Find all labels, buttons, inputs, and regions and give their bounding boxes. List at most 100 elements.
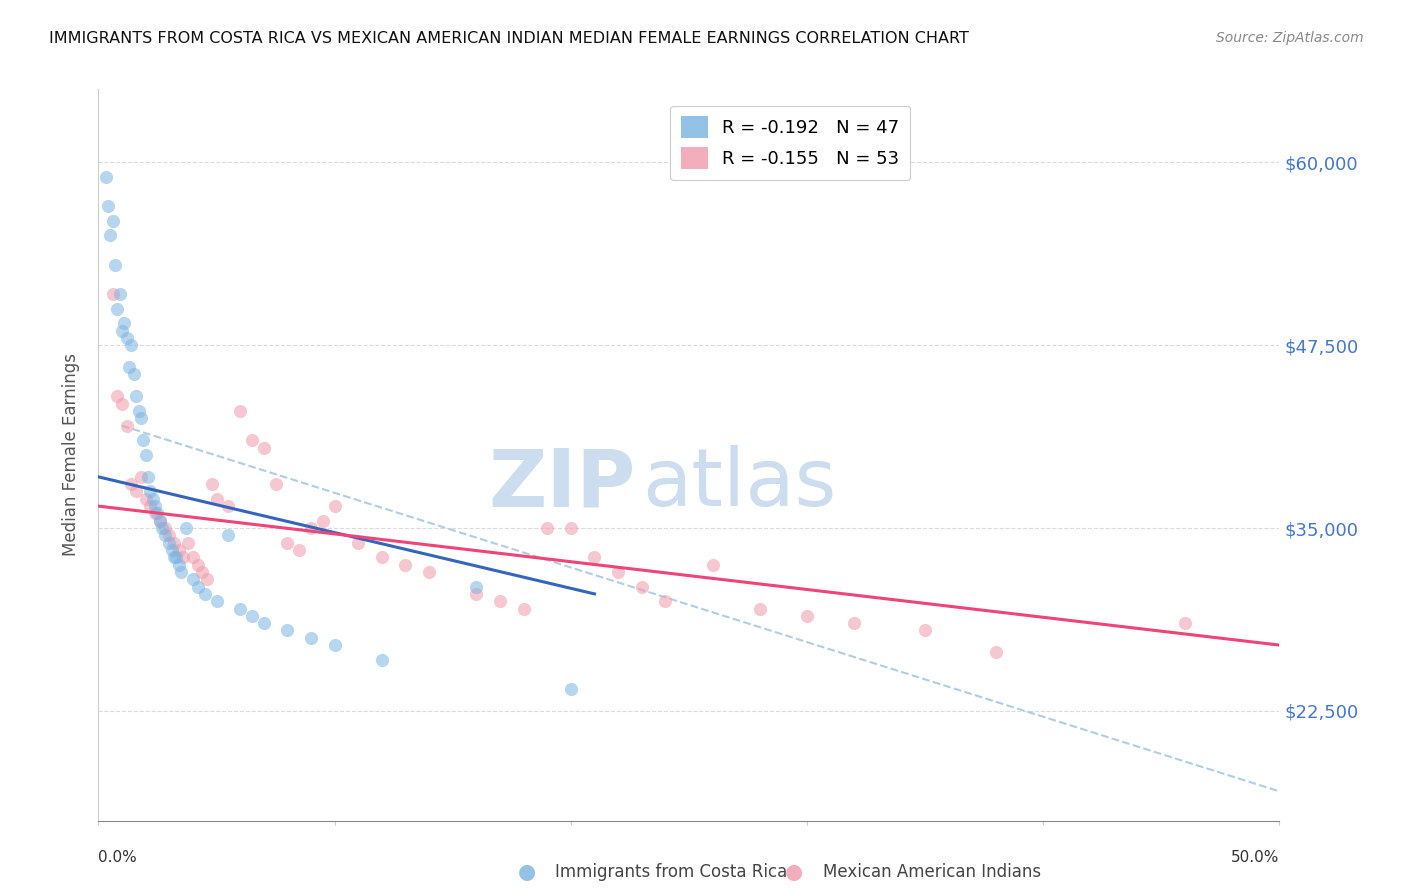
Point [105, 389, 128, 403]
Point [465, 587, 488, 601]
Point [276, 624, 298, 638]
Point [136, 470, 159, 484]
Point [129, 411, 152, 425]
Point [187, 580, 209, 594]
Point [191, 565, 214, 579]
Text: Mexican American Indians: Mexican American Indians [823, 863, 1040, 881]
Y-axis label: Median Female Earnings: Median Female Earnings [62, 353, 80, 557]
Point [163, 550, 186, 565]
Point [111, 397, 134, 411]
Point [94, 169, 117, 184]
Point [536, 521, 558, 535]
Point [105, 301, 128, 316]
Point [253, 616, 276, 631]
Point [149, 514, 172, 528]
Point [240, 608, 263, 623]
Point [157, 535, 180, 549]
Point [121, 338, 143, 352]
Point [914, 624, 936, 638]
Text: Source: ZipAtlas.com: Source: ZipAtlas.com [1216, 31, 1364, 45]
Point [205, 491, 228, 506]
Point [149, 514, 172, 528]
Point [163, 535, 186, 549]
Point [139, 484, 162, 499]
Point [299, 521, 322, 535]
Point [128, 404, 150, 418]
Point [132, 434, 155, 448]
Point [170, 565, 193, 579]
Text: atlas: atlas [641, 445, 837, 524]
Point [489, 594, 512, 608]
Point [143, 499, 166, 513]
Text: ZIP: ZIP [488, 445, 636, 524]
Point [135, 491, 157, 506]
Point [172, 550, 194, 565]
Point [174, 521, 197, 535]
Text: IMMIGRANTS FROM COSTA RICA VS MEXICAN AMERICAN INDIAN MEDIAN FEMALE EARNINGS COR: IMMIGRANTS FROM COSTA RICA VS MEXICAN AM… [49, 31, 969, 46]
Point [150, 521, 173, 535]
Point [583, 550, 606, 565]
Point [984, 645, 1007, 659]
Point [512, 601, 534, 615]
Point [101, 214, 124, 228]
Point [181, 550, 204, 565]
Point [702, 558, 724, 572]
Point [157, 528, 180, 542]
Point [418, 565, 440, 579]
Point [229, 601, 252, 615]
Point [323, 638, 346, 652]
Point [217, 499, 239, 513]
Point [153, 521, 176, 535]
Point [654, 594, 676, 608]
Point [607, 565, 630, 579]
Point [139, 499, 162, 513]
Point [160, 543, 183, 558]
Point [194, 587, 217, 601]
Point [146, 507, 169, 521]
Point [394, 558, 416, 572]
Point [167, 543, 190, 558]
Point [288, 543, 311, 558]
Point [748, 601, 770, 615]
Point [264, 477, 287, 491]
Point [121, 477, 143, 491]
Point [371, 653, 394, 667]
Point [165, 550, 187, 565]
Point [122, 368, 145, 382]
Point [299, 631, 322, 645]
Point [101, 287, 124, 301]
Point [630, 580, 652, 594]
Point [118, 360, 141, 375]
Point [181, 572, 204, 586]
Point [276, 535, 298, 549]
Text: Immigrants from Costa Rica: Immigrants from Costa Rica [555, 863, 787, 881]
Point [129, 470, 152, 484]
Point [153, 528, 176, 542]
Point [115, 418, 138, 433]
Point [135, 448, 157, 462]
Point [844, 616, 866, 631]
Point [104, 258, 127, 272]
Point [142, 491, 165, 506]
Point [240, 434, 263, 448]
Point [177, 535, 200, 549]
Point [465, 580, 488, 594]
Point [115, 331, 138, 345]
Point [108, 287, 131, 301]
Point [187, 558, 209, 572]
Point [371, 550, 394, 565]
Point [312, 514, 335, 528]
Point [112, 316, 135, 330]
Point [167, 558, 190, 572]
Point [98, 228, 121, 243]
Text: ●: ● [786, 863, 803, 882]
Point [560, 521, 582, 535]
Point [560, 681, 582, 696]
Legend: R = -0.192   N = 47, R = -0.155   N = 53: R = -0.192 N = 47, R = -0.155 N = 53 [669, 105, 910, 180]
Point [143, 507, 166, 521]
Point [205, 594, 228, 608]
Point [125, 389, 148, 403]
Point [111, 324, 134, 338]
Point [253, 441, 276, 455]
Point [229, 404, 252, 418]
